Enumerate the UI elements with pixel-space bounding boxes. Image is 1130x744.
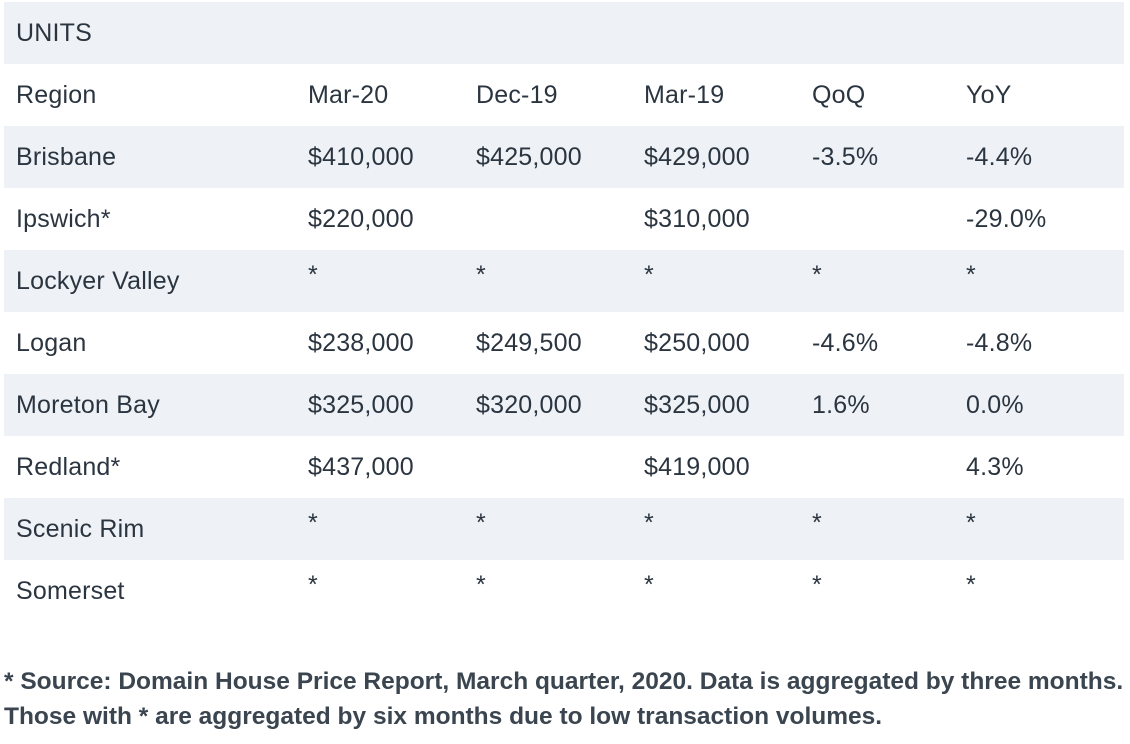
yoy-cell: * xyxy=(966,508,976,537)
mar-19-cell: $325,000 xyxy=(644,390,750,419)
table-row: Logan $238,000 $249,500 $250,000 -4.6% -4.8% xyxy=(4,312,1124,374)
qoq-cell: * xyxy=(812,570,822,599)
table-row: Ipswich* $220,000 $310,000 -29.0% xyxy=(4,188,1124,250)
mar-20-cell: $220,000 xyxy=(308,204,414,233)
header-mar-19: Mar-19 xyxy=(644,80,725,109)
header-qoq: QoQ xyxy=(812,80,866,109)
region-cell: Lockyer Valley xyxy=(16,266,180,295)
mar-20-cell: * xyxy=(308,508,318,537)
table-row: Scenic Rim * * * * * xyxy=(4,498,1124,560)
table-row: Redland* $437,000 $419,000 4.3% xyxy=(4,436,1124,498)
units-table: UNITS Region Mar-20 Dec-19 Mar-19 QoQ Yo… xyxy=(4,2,1124,622)
mar-20-cell: $410,000 xyxy=(308,142,414,171)
qoq-cell: * xyxy=(812,508,822,537)
table-row: Lockyer Valley * * * * * xyxy=(4,250,1124,312)
qoq-cell: * xyxy=(812,260,822,289)
region-cell: Logan xyxy=(16,328,87,357)
dec-19-cell: $320,000 xyxy=(476,390,582,419)
mar-20-cell: * xyxy=(308,260,318,289)
header-region: Region xyxy=(16,80,97,109)
dec-19-cell: $425,000 xyxy=(476,142,582,171)
table-row: Brisbane $410,000 $425,000 $429,000 -3.5% -4.… xyxy=(4,126,1124,188)
region-cell: Somerset xyxy=(16,576,125,605)
source-footnote: * Source: Domain House Price Report, Mar… xyxy=(4,668,1124,730)
mar-20-cell: $325,000 xyxy=(308,390,414,419)
table-title-row: UNITS xyxy=(4,2,1124,64)
header-yoy: YoY xyxy=(966,80,1012,109)
dec-19-cell: * xyxy=(476,508,486,537)
qoq-cell: -4.6% xyxy=(812,328,879,357)
mar-19-cell: $250,000 xyxy=(644,328,750,357)
yoy-cell: -4.4% xyxy=(966,142,1033,171)
mar-20-cell: $437,000 xyxy=(308,452,414,481)
mar-19-cell: * xyxy=(644,508,654,537)
mar-19-cell: $310,000 xyxy=(644,204,750,233)
yoy-cell: 4.3% xyxy=(966,452,1024,481)
mar-20-cell: $238,000 xyxy=(308,328,414,357)
header-mar-20: Mar-20 xyxy=(308,80,389,109)
region-cell: Ipswich* xyxy=(16,204,111,233)
yoy-cell: -29.0% xyxy=(966,204,1047,233)
yoy-cell: * xyxy=(966,570,976,599)
mar-19-cell: $429,000 xyxy=(644,142,750,171)
mar-20-cell: * xyxy=(308,570,318,599)
region-cell: Brisbane xyxy=(16,142,117,171)
table-row: Moreton Bay $325,000 $320,000 $325,000 1.6% 0… xyxy=(4,374,1124,436)
region-cell: Scenic Rim xyxy=(16,514,145,543)
yoy-cell: -4.8% xyxy=(966,328,1033,357)
mar-19-cell: $419,000 xyxy=(644,452,750,481)
header-dec-19: Dec-19 xyxy=(476,80,558,109)
dec-19-cell: * xyxy=(476,570,486,599)
region-cell: Redland* xyxy=(16,452,121,481)
table-row: Somerset * * * * * xyxy=(4,560,1124,622)
qoq-cell: -3.5% xyxy=(812,142,879,171)
mar-19-cell: * xyxy=(644,570,654,599)
region-cell: Moreton Bay xyxy=(16,390,160,419)
dec-19-cell: * xyxy=(476,260,486,289)
yoy-cell: 0.0% xyxy=(966,390,1024,419)
qoq-cell: 1.6% xyxy=(812,390,870,419)
table-header-row: Region Mar-20 Dec-19 Mar-19 QoQ YoY xyxy=(4,64,1124,126)
mar-19-cell: * xyxy=(644,260,654,289)
yoy-cell: * xyxy=(966,260,976,289)
dec-19-cell: $249,500 xyxy=(476,328,582,357)
table-title: UNITS xyxy=(16,18,92,47)
